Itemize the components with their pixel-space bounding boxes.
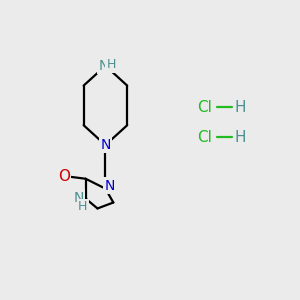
Text: H: H: [78, 200, 87, 213]
Text: N: N: [100, 138, 111, 152]
Text: H: H: [107, 58, 116, 71]
Text: Cl: Cl: [197, 130, 212, 145]
Text: H: H: [234, 100, 246, 115]
Text: N: N: [74, 190, 84, 205]
Text: Cl: Cl: [197, 100, 212, 115]
Text: N: N: [98, 59, 109, 73]
Text: N: N: [104, 179, 115, 193]
Text: H: H: [234, 130, 246, 145]
Text: O: O: [58, 169, 70, 184]
